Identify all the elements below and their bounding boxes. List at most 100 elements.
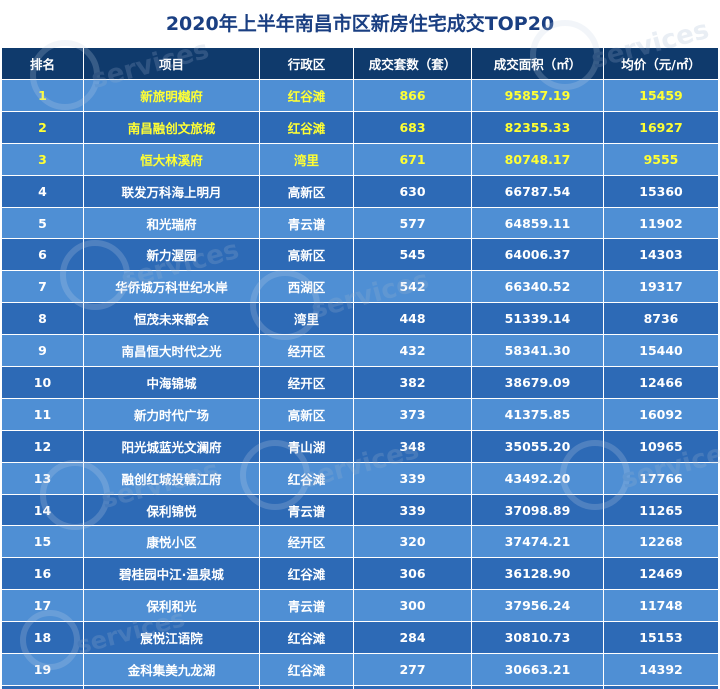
area-cell: 30663.21	[472, 654, 604, 686]
units-cell: 300	[354, 590, 472, 623]
project-cell: 东投·新力·樘悦	[84, 685, 260, 689]
project-cell: 阳光城蓝光文澜府	[84, 430, 260, 463]
project-cell: 和光瑞府	[84, 207, 260, 240]
column-header-rank: 排名	[2, 48, 84, 80]
price-cell: 15390	[604, 685, 718, 689]
project-cell: 恒大林溪府	[84, 143, 260, 176]
price-cell: 14392	[604, 654, 718, 686]
district-cell: 红谷滩	[260, 558, 354, 591]
area-cell: 80748.17	[472, 143, 604, 176]
area-cell: 66340.52	[472, 271, 604, 304]
units-cell: 348	[354, 430, 472, 463]
rank-cell: 11	[2, 398, 84, 431]
district-cell: 经开区	[260, 335, 354, 368]
district-cell: 青云谱	[260, 494, 354, 527]
area-cell: 37956.24	[472, 590, 604, 623]
price-cell: 9555	[604, 143, 718, 176]
table-row: 20东投·新力·樘悦红谷滩23635594.8615390	[2, 685, 718, 689]
area-cell: 38679.09	[472, 367, 604, 399]
area-cell: 37474.21	[472, 526, 604, 559]
project-cell: 保利和光	[84, 590, 260, 623]
rank-cell: 15	[2, 526, 84, 559]
district-cell: 红谷滩	[260, 462, 354, 495]
table-row: 19 金科集美九龙湖 红谷滩 277 30663.21 14392	[2, 654, 718, 686]
area-cell: 64859.11	[472, 207, 604, 240]
rank-cell: 18	[2, 622, 84, 655]
project-cell: 新力渥园	[84, 239, 260, 272]
rank-cell: 1	[2, 80, 84, 112]
rank-cell: 14	[2, 494, 84, 527]
area-cell: 30810.73	[472, 622, 604, 655]
price-cell: 12469	[604, 558, 718, 591]
price-cell: 16927	[604, 111, 718, 144]
district-cell: 高新区	[260, 239, 354, 272]
area-cell: 82355.33	[472, 111, 604, 144]
units-cell: 432	[354, 335, 472, 368]
column-header-district: 行政区	[260, 48, 354, 80]
district-cell: 红谷滩	[260, 622, 354, 655]
price-cell: 15360	[604, 175, 718, 208]
project-cell: 南昌融创文旅城	[84, 111, 260, 144]
table-row: 1 新旅明樾府 红谷滩 866 95857.19 15459	[2, 80, 718, 112]
district-cell: 湾里	[260, 303, 354, 336]
rank-cell: 3	[2, 143, 84, 176]
rank-cell: 8	[2, 303, 84, 336]
price-cell: 11265	[604, 494, 718, 527]
price-cell: 10965	[604, 430, 718, 463]
district-cell: 红谷滩	[260, 80, 354, 112]
price-cell: 15459	[604, 80, 718, 112]
project-cell: 碧桂园中江·温泉城	[84, 558, 260, 591]
rank-cell: 12	[2, 430, 84, 463]
units-cell: 277	[354, 654, 472, 686]
units-cell: 577	[354, 207, 472, 240]
area-cell: 66787.54	[472, 175, 604, 208]
price-cell: 12466	[604, 367, 718, 399]
area-cell: 41375.85	[472, 398, 604, 431]
price-cell: 16092	[604, 398, 718, 431]
project-cell: 康悦小区	[84, 526, 260, 559]
rank-cell: 10	[2, 367, 84, 399]
rank-cell: 7	[2, 271, 84, 304]
rank-cell: 13	[2, 462, 84, 495]
district-cell: 青山湖	[260, 430, 354, 463]
table-title: 2020年上半年南昌市区新房住宅成交TOP20	[0, 0, 720, 48]
table-header-row: 排名 项目 行政区 成交套数（套） 成交面积（㎡） 均价（元/㎡）	[2, 48, 718, 80]
project-cell: 南昌恒大时代之光	[84, 335, 260, 368]
table-row: 16 碧桂园中江·温泉城 红谷滩 306 36128.90 12469	[2, 558, 718, 591]
table-row: 15 康悦小区 经开区 320 37474.21 12268	[2, 526, 718, 559]
project-cell: 联发万科海上明月	[84, 175, 260, 208]
table-row: 14 保利锦悦 青云谱 339 37098.89 11265	[2, 494, 718, 527]
project-cell: 新旅明樾府	[84, 80, 260, 112]
rank-cell: 16	[2, 558, 84, 591]
price-cell: 15153	[604, 622, 718, 655]
table-row: 13 融创红城投赣江府 红谷滩 339 43492.20 17766	[2, 462, 718, 495]
table-row: 7 华侨城万科世纪水岸 西湖区 542 66340.52 19317	[2, 271, 718, 304]
table-row: 12 阳光城蓝光文澜府 青山湖 348 35055.20 10965	[2, 430, 718, 463]
table-body: 1 新旅明樾府 红谷滩 866 95857.19 15459 2 南昌融创文旅城 红谷滩 683 8…	[2, 80, 718, 689]
rank-cell: 17	[2, 590, 84, 623]
area-cell: 51339.14	[472, 303, 604, 336]
price-cell: 19317	[604, 271, 718, 304]
rank-cell: 9	[2, 335, 84, 368]
area-cell: 64006.37	[472, 239, 604, 272]
table-row: 9 南昌恒大时代之光 经开区 432 58341.30 15440	[2, 335, 718, 368]
price-cell: 15440	[604, 335, 718, 368]
district-cell: 红谷滩	[260, 111, 354, 144]
price-cell: 8736	[604, 303, 718, 336]
area-cell: 37098.89	[472, 494, 604, 527]
district-cell: 红谷滩	[260, 654, 354, 686]
project-cell: 华侨城万科世纪水岸	[84, 271, 260, 304]
column-header-project: 项目	[84, 48, 260, 80]
price-cell: 11902	[604, 207, 718, 240]
units-cell: 284	[354, 622, 472, 655]
table-row: 3 恒大林溪府 湾里 671 80748.17 9555	[2, 143, 718, 176]
price-cell: 17766	[604, 462, 718, 495]
units-cell: 382	[354, 367, 472, 399]
district-cell: 红谷滩	[260, 685, 354, 689]
units-cell: 630	[354, 175, 472, 208]
units-cell: 320	[354, 526, 472, 559]
district-cell: 湾里	[260, 143, 354, 176]
project-cell: 中海锦城	[84, 367, 260, 399]
table-row: 5 和光瑞府 青云谱 577 64859.11 11902	[2, 207, 718, 240]
units-cell: 339	[354, 494, 472, 527]
